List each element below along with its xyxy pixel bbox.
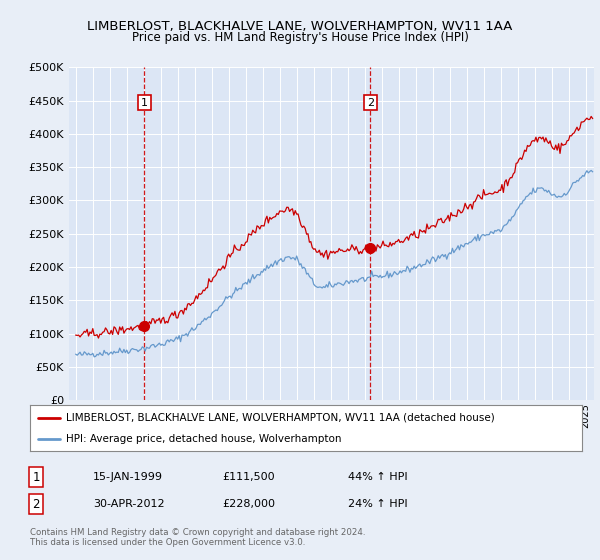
- Text: 15-JAN-1999: 15-JAN-1999: [93, 472, 163, 482]
- Text: £111,500: £111,500: [222, 472, 275, 482]
- Text: £228,000: £228,000: [222, 499, 275, 509]
- Text: 24% ↑ HPI: 24% ↑ HPI: [348, 499, 407, 509]
- Text: 1: 1: [141, 97, 148, 108]
- Text: Price paid vs. HM Land Registry's House Price Index (HPI): Price paid vs. HM Land Registry's House …: [131, 31, 469, 44]
- Text: 44% ↑ HPI: 44% ↑ HPI: [348, 472, 407, 482]
- Text: Contains HM Land Registry data © Crown copyright and database right 2024.
This d: Contains HM Land Registry data © Crown c…: [30, 528, 365, 547]
- Text: 2: 2: [32, 497, 40, 511]
- Text: LIMBERLOST, BLACKHALVE LANE, WOLVERHAMPTON, WV11 1AA: LIMBERLOST, BLACKHALVE LANE, WOLVERHAMPT…: [88, 20, 512, 32]
- Text: 1: 1: [32, 470, 40, 484]
- Text: 2: 2: [367, 97, 374, 108]
- Text: LIMBERLOST, BLACKHALVE LANE, WOLVERHAMPTON, WV11 1AA (detached house): LIMBERLOST, BLACKHALVE LANE, WOLVERHAMPT…: [66, 413, 494, 423]
- Text: HPI: Average price, detached house, Wolverhampton: HPI: Average price, detached house, Wolv…: [66, 435, 341, 444]
- Text: 30-APR-2012: 30-APR-2012: [93, 499, 164, 509]
